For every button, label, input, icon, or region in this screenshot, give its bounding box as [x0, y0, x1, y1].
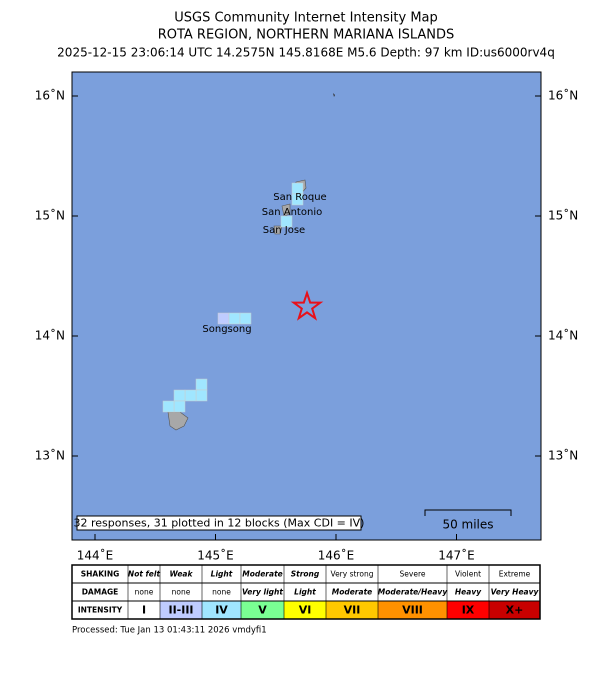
cdi-block	[280, 215, 293, 228]
shaking-label: Extreme	[499, 570, 531, 579]
intensity-label: X+	[506, 604, 524, 617]
intensity-label: VII	[344, 604, 361, 617]
island	[333, 93, 335, 97]
intensity-label: I	[142, 604, 146, 617]
damage-label: Light	[294, 588, 316, 597]
island	[273, 225, 283, 235]
damage-label: Moderate	[332, 588, 373, 597]
damage-label: none	[172, 588, 191, 597]
damage-label: Very light	[242, 588, 283, 597]
map-frame	[71, 71, 542, 541]
intensity-cell	[202, 601, 241, 619]
damage-label: Heavy	[455, 588, 482, 597]
row-label: INTENSITY	[78, 606, 123, 615]
intensity-cell	[160, 601, 202, 619]
lat-label: 16˚N	[35, 88, 65, 103]
lat-label: 15˚N	[548, 208, 578, 223]
row-label: SHAKING	[81, 570, 120, 579]
intensity-cell	[447, 601, 489, 619]
intensity-label: IV	[215, 604, 228, 617]
shaking-label: Strong	[291, 570, 320, 579]
place-label: San Antonio	[262, 207, 322, 218]
footer: Processed: Tue Jan 13 01:43:11 2026 vmdy…	[72, 626, 267, 636]
shaking-label: Light	[211, 570, 233, 579]
intensity-cell	[326, 601, 378, 619]
cdi-block	[239, 312, 252, 325]
lat-label: 16˚N	[548, 88, 578, 103]
damage-label: none	[212, 588, 231, 597]
cdi-block	[184, 389, 197, 402]
lon-label: 146˚E	[318, 548, 355, 563]
lat-label: 14˚N	[548, 328, 578, 343]
intensity-cell	[128, 601, 160, 619]
response-summary: 32 responses, 31 plotted in 12 blocks (M…	[74, 517, 365, 530]
cdi-block	[217, 312, 230, 325]
intensity-label: VI	[299, 604, 312, 617]
shaking-label: Not felt	[128, 570, 161, 579]
shaking-label: Violent	[455, 570, 481, 579]
event-info: 2025-12-15 23:06:14 UTC 14.2575N 145.816…	[57, 46, 555, 60]
place-label: Songsong	[202, 324, 251, 335]
cdi-block	[162, 400, 175, 413]
lon-label: 144˚E	[77, 548, 114, 563]
title: USGS Community Internet Intensity Map	[174, 11, 438, 26]
lat-label: 13˚N	[548, 448, 578, 463]
cdi-block	[195, 389, 208, 402]
island	[281, 203, 291, 217]
lat-label: 15˚N	[35, 208, 65, 223]
shaking-label: Weak	[170, 570, 194, 579]
lat-label: 13˚N	[35, 448, 65, 463]
shaking-label: Moderate	[242, 570, 283, 579]
intensity-cell	[489, 601, 540, 619]
row-label: DAMAGE	[82, 588, 119, 597]
scale-bar	[424, 509, 512, 516]
intensity-label: V	[258, 604, 267, 617]
shaking-label: Severe	[400, 570, 426, 579]
region: ROTA REGION, NORTHERN MARIANA ISLANDS	[158, 28, 455, 43]
intensity-label: IX	[462, 604, 475, 617]
ticks: 16˚N 16˚N 15˚N 15˚N 14˚N 14˚N 13˚N 13˚N 144˚E 145…	[35, 88, 579, 563]
shaking-label: Very strong	[331, 570, 374, 579]
cdi-block	[173, 400, 186, 413]
damage-label: Moderate/Heavy	[378, 588, 449, 597]
intensity-cell	[241, 601, 284, 619]
place-label: San Roque	[273, 192, 326, 203]
intensity-label: VIII	[402, 604, 423, 617]
lon-label: 147˚E	[438, 548, 475, 563]
place-label: San Jose	[263, 225, 305, 236]
cdi-block	[291, 193, 304, 206]
intensity-legend: Not felt none I Weak none II-III Light none IV Mo…	[71, 564, 541, 620]
response-box	[76, 515, 362, 531]
cdi-block	[195, 378, 208, 391]
map: San Roque San Antonio San Jose Songsong …	[71, 71, 542, 541]
scale-label: 50 miles	[442, 518, 493, 532]
legend-frame	[71, 564, 541, 620]
damage-label: none	[135, 588, 154, 597]
intensity-label: II-III	[168, 604, 193, 617]
cdi-block	[173, 389, 186, 402]
epicenter	[290, 289, 324, 321]
intensity-cell	[378, 601, 447, 619]
cdi-block	[228, 312, 241, 325]
damage-label: Very Heavy	[491, 588, 540, 597]
lon-label: 145˚E	[197, 548, 234, 563]
lat-label: 14˚N	[35, 328, 65, 343]
intensity-cell	[284, 601, 326, 619]
